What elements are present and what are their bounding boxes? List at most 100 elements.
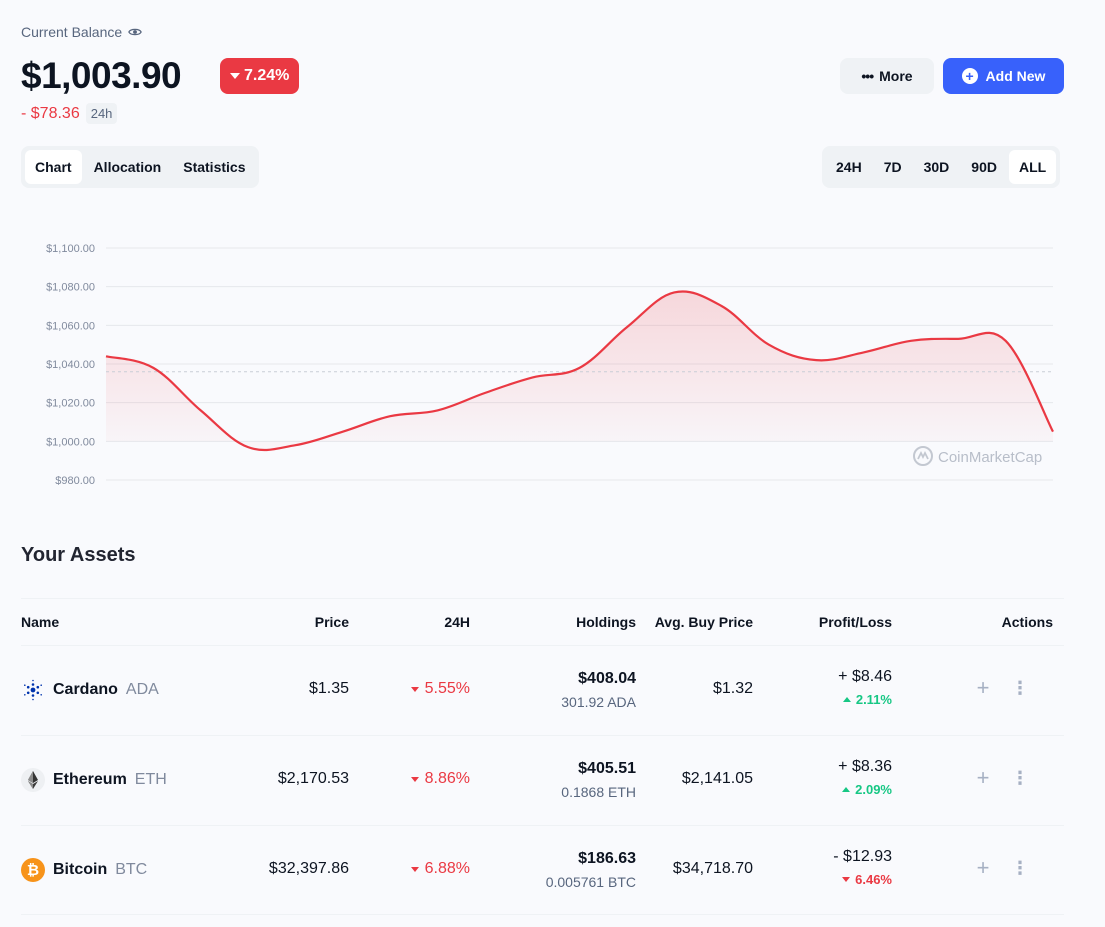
more-vertical-icon[interactable]: ⋮ [1011, 768, 1029, 788]
tab-statistics[interactable]: Statistics [183, 159, 246, 175]
table-header: Name Price 24H Holdings Avg. Buy Price P… [21, 598, 1064, 645]
eye-icon[interactable] [128, 25, 143, 39]
coin-cell[interactable]: ₿ Bitcoin BTC [21, 858, 147, 882]
coin-name: Cardano [53, 681, 118, 698]
holdings-value: $186.63 [578, 850, 636, 867]
col-name[interactable]: Name [21, 614, 60, 630]
holdings-amount: 0.005761 BTC [545, 874, 636, 890]
balance-label-text: Current Balance [21, 24, 123, 40]
col-profit-loss[interactable]: Profit/Loss [818, 614, 892, 630]
caret-down-icon [410, 866, 419, 872]
more-vertical-icon[interactable]: ⋮ [1011, 858, 1029, 878]
profit-loss-percent: 2.11% [842, 692, 892, 707]
coin-cell[interactable]: Ethereum ETH [21, 768, 167, 792]
add-transaction-icon[interactable]: + [976, 675, 990, 700]
chart-area [106, 291, 1053, 451]
change-24h: 8.86% [410, 770, 470, 788]
chart-data-point[interactable] [245, 444, 251, 450]
coin-name: Bitcoin [53, 861, 108, 878]
range-90d[interactable]: 90D [971, 159, 997, 175]
chart-data-point[interactable] [292, 442, 298, 448]
col-holdings[interactable]: Holdings [576, 614, 636, 630]
range-all[interactable]: ALL [1008, 150, 1057, 184]
chart-data-point[interactable] [955, 336, 961, 342]
col-24h[interactable]: 24H [444, 614, 470, 630]
period-chip: 24h [85, 103, 118, 124]
add-new-button-label: Add New [985, 68, 1046, 84]
more-button-label: More [879, 68, 913, 84]
coin-symbol: BTC [115, 861, 148, 878]
holdings-amount: 0.1868 ETH [561, 784, 636, 800]
balance-chart[interactable]: $1,100.00 $1,080.00 $1,060.00 $1,040.00 $1,0… [21, 230, 1071, 500]
coinmarketcap-logo-icon [913, 446, 933, 466]
caret-down-icon [410, 776, 419, 782]
profit-loss-percent: 6.46% [842, 872, 892, 887]
add-transaction-icon[interactable]: + [976, 765, 990, 790]
more-vertical-icon[interactable]: ⋮ [1011, 678, 1029, 698]
coin-cell[interactable]: Cardano ADA [21, 678, 159, 702]
range-7d[interactable]: 7D [883, 159, 902, 175]
chart-data-point[interactable] [529, 375, 535, 381]
add-new-button[interactable]: + Add New [943, 58, 1064, 94]
holdings-amount: 301.92 ADA [561, 694, 636, 710]
col-avg-buy[interactable]: Avg. Buy Price [654, 614, 753, 630]
table-row[interactable]: ₿ Bitcoin BTC $32,397.86 6.88% $186.63 0… [21, 825, 1064, 915]
profit-loss-value: - $12.93 [833, 848, 892, 865]
range-30d[interactable]: 30D [923, 159, 950, 175]
chart-data-point[interactable] [908, 338, 914, 344]
change-24h: 5.55% [410, 680, 470, 698]
chart-data-point[interactable] [719, 303, 725, 309]
ethereum-icon [21, 768, 45, 792]
chart-data-point[interactable] [434, 407, 440, 413]
tab-allocation[interactable]: Allocation [93, 159, 162, 175]
chart-data-point[interactable] [624, 324, 630, 330]
chart-data-point[interactable] [387, 413, 393, 419]
profit-loss-percent-value: 6.46% [855, 872, 892, 887]
caret-down-icon [842, 877, 851, 882]
chart-data-point[interactable] [766, 342, 772, 348]
table-row[interactable]: Ethereum ETH $2,170.53 8.86% $405.51 0.1… [21, 735, 1064, 825]
change-24h-value: 8.86% [424, 770, 470, 787]
chart-data-point[interactable] [671, 289, 677, 295]
holdings-value: $405.51 [578, 760, 636, 777]
col-price[interactable]: Price [314, 614, 349, 630]
chart-data-point[interactable] [861, 349, 867, 355]
coin-name: Ethereum [53, 771, 127, 788]
chart-data-point[interactable] [577, 365, 583, 371]
price-value: $32,397.86 [268, 860, 349, 877]
chart-data-point[interactable] [150, 365, 156, 371]
y-tick-label: $1,000.00 [46, 436, 95, 448]
cardano-icon [21, 678, 45, 702]
profit-loss-value: + $8.46 [838, 668, 892, 685]
chart-data-point[interactable] [813, 357, 819, 363]
chart-data-point[interactable] [482, 390, 488, 396]
table-row[interactable]: Cardano ADA $1.35 5.55% $408.04 301.92 A… [21, 645, 1064, 735]
coin-symbol: ETH [134, 771, 167, 788]
chart-line [105, 290, 1054, 452]
y-tick-label: $980.00 [55, 475, 95, 487]
change-24h: 6.88% [410, 860, 470, 878]
profit-loss-percent-value: 2.09% [855, 782, 892, 797]
bitcoin-icon: ₿ [21, 858, 45, 882]
chart-data-point[interactable] [1050, 429, 1056, 435]
assets-title: Your Assets [21, 544, 136, 566]
holdings-value: $408.04 [578, 670, 636, 687]
profit-loss-percent: 2.09% [842, 782, 892, 797]
range-tabs: 24H 7D 30D 90D ALL [822, 146, 1061, 188]
coin-symbol: ADA [125, 681, 159, 698]
chart-data-point[interactable] [198, 407, 204, 413]
chart-data-point[interactable] [340, 429, 346, 435]
change-24h-value: 5.55% [424, 680, 470, 697]
chart-data-point[interactable] [1003, 338, 1009, 344]
caret-up-icon [842, 787, 851, 792]
y-tick-label: $1,080.00 [46, 282, 95, 294]
ellipsis-icon: ••• [861, 68, 874, 84]
chart-data-point[interactable] [103, 353, 109, 359]
plus-circle-icon: + [961, 68, 978, 84]
more-button[interactable]: ••• More [840, 58, 934, 94]
range-24h[interactable]: 24H [836, 159, 862, 175]
avg-buy-price: $2,141.05 [681, 770, 753, 787]
tab-chart[interactable]: Chart [25, 150, 82, 184]
y-tick-label: $1,020.00 [46, 398, 95, 410]
add-transaction-icon[interactable]: + [976, 855, 990, 880]
